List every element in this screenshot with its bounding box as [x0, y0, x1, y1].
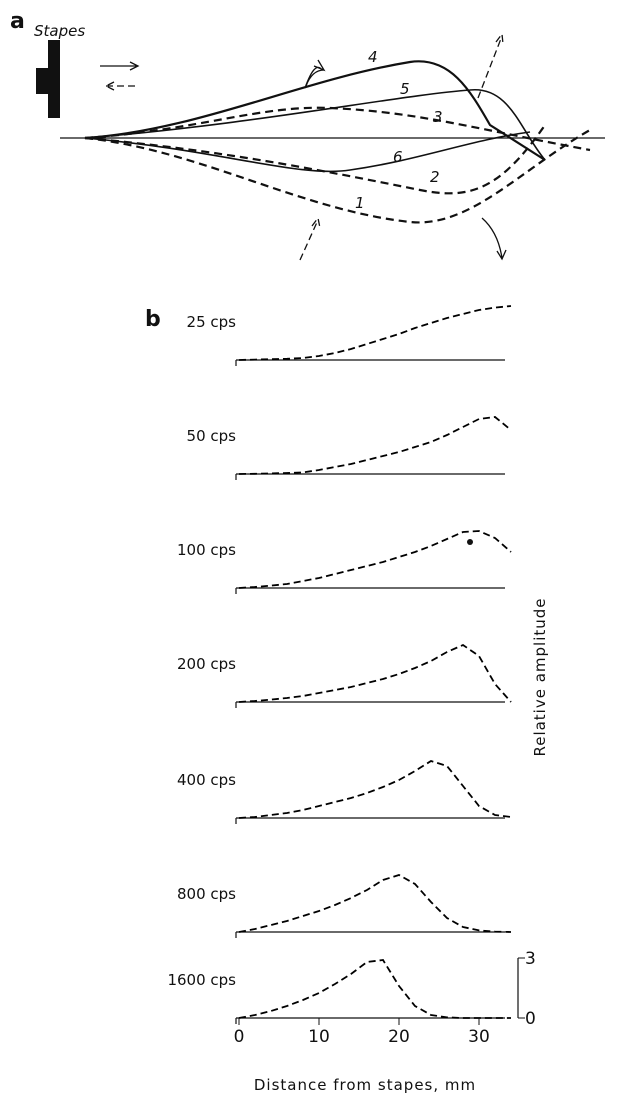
chart-title: 1600 cps: [167, 971, 236, 989]
amplitude-curve: [238, 305, 512, 361]
chart-title: 25 cps: [187, 313, 237, 331]
x-axis-label: Distance from stapes, mm: [254, 1076, 476, 1094]
curve-labels: 1 2 3 4 5 6: [355, 48, 443, 212]
curve-label: 6: [393, 148, 403, 166]
panel-label: a: [10, 9, 25, 34]
amplitude-curve: [238, 416, 512, 475]
marker-dot: [467, 539, 473, 545]
wave-3: [84, 106, 591, 152]
chart-title: 400 cps: [177, 771, 236, 789]
wave-6: [84, 131, 531, 173]
stapes-label: Stapes: [34, 22, 85, 40]
arrow: [100, 61, 140, 71]
arrow: [104, 81, 138, 91]
x-tick-label: 20: [388, 1027, 410, 1047]
amplitude-curve: [238, 643, 512, 703]
wave-2: [84, 124, 546, 195]
wave-1: [84, 129, 591, 224]
curve-label: 1: [355, 194, 365, 212]
curve-label: 5: [400, 80, 410, 98]
y-tick-label: 3: [525, 949, 536, 969]
amplitude-curve: [238, 760, 512, 819]
y-tick-label: 0: [525, 1009, 536, 1029]
panel-label: b: [145, 307, 161, 332]
wave-curves: [84, 60, 591, 224]
amplitude-curve: [238, 959, 511, 1019]
motion-arrows: [299, 32, 507, 261]
y-axis-label: Relative amplitude: [531, 597, 549, 756]
chart-title: 50 cps: [187, 427, 237, 445]
x-tick-label: 0: [234, 1027, 245, 1047]
x-tick-label: 10: [308, 1027, 330, 1047]
x-tick-label: 30: [468, 1027, 490, 1047]
curve-label: 3: [433, 108, 443, 126]
curve-label: 2: [430, 168, 440, 186]
amplitude-curve: [238, 874, 512, 933]
curve-label: 4: [368, 48, 378, 66]
wave-5: [84, 89, 546, 161]
amplitude-curve: [238, 530, 512, 589]
chart-title: 200 cps: [177, 655, 236, 673]
chart-title: 800 cps: [177, 885, 236, 903]
chart-title: 100 cps: [177, 541, 236, 559]
stapes-icon: [36, 40, 60, 118]
